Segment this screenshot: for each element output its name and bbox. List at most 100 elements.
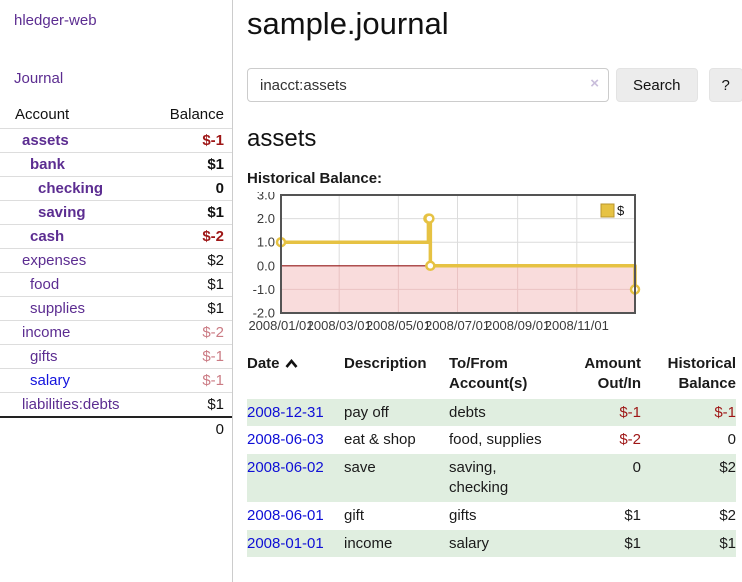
- search-button[interactable]: Search: [616, 68, 698, 102]
- svg-text:2008/11/01: 2008/11/01: [545, 318, 609, 333]
- transaction-balance: $2: [719, 506, 736, 524]
- main-content: sample.journal × Search ? assets Histori…: [233, 0, 742, 582]
- transaction-balance: 0: [727, 431, 736, 449]
- account-row: assets $-1: [0, 128, 232, 153]
- transaction-accounts: saving, checking: [449, 459, 509, 496]
- account-link-gifts[interactable]: gifts: [30, 348, 58, 365]
- accounts-col-header: To/From Account(s): [449, 355, 528, 392]
- transaction-amount: $-1: [619, 403, 641, 421]
- account-row: income $-2: [0, 320, 232, 345]
- sidebar-item-journal[interactable]: Journal: [14, 70, 64, 87]
- date-link[interactable]: 2008-12-31: [247, 403, 324, 421]
- register-table: Date Description To/From Account(s) Amou…: [247, 352, 736, 558]
- date-link[interactable]: 2008-06-03: [247, 431, 324, 449]
- accounts-col-header: Account: [15, 106, 70, 123]
- account-balance: $-1: [152, 368, 232, 393]
- account-link-assets[interactable]: assets: [22, 132, 69, 149]
- account-link-supplies[interactable]: supplies: [30, 300, 86, 317]
- search-form: × Search ?: [247, 68, 742, 102]
- transaction-balance: $-1: [714, 403, 736, 421]
- date-col-header: Date: [247, 352, 344, 399]
- account-balance: $1: [152, 296, 232, 321]
- historical-balance-chart[interactable]: 2008/01/012008/03/012008/05/012008/07/01…: [247, 192, 647, 338]
- transaction-description: pay off: [344, 403, 389, 421]
- account-link-salary[interactable]: salary: [30, 372, 71, 389]
- transaction-amount: $1: [624, 534, 641, 552]
- account-link-bank[interactable]: bank: [30, 156, 66, 173]
- account-balance: $1: [152, 272, 232, 297]
- balance-col-header: Historical Balance: [667, 355, 736, 392]
- date-link[interactable]: 2008-01-01: [247, 534, 324, 552]
- svg-text:3.0: 3.0: [257, 192, 275, 203]
- account-heading: assets: [247, 125, 317, 152]
- account-link-cash[interactable]: cash: [30, 228, 65, 245]
- transaction-row: 2008-06-01 gift gifts $1 $2: [247, 502, 736, 530]
- account-row: expenses $2: [0, 248, 232, 273]
- svg-text:0.0: 0.0: [257, 258, 275, 273]
- sort-ascending-icon: [285, 358, 298, 368]
- account-link-income[interactable]: income: [22, 324, 71, 341]
- page-title: sample.journal: [247, 6, 449, 41]
- chart-label: Historical Balance:: [247, 170, 383, 187]
- svg-text:-2.0: -2.0: [253, 306, 275, 321]
- svg-text:2.0: 2.0: [257, 211, 275, 226]
- account-balance: $-2: [152, 320, 232, 345]
- transaction-description: save: [344, 459, 376, 477]
- account-balance: $1: [152, 200, 232, 225]
- account-balance: 0: [152, 176, 232, 201]
- account-row: cash $-2: [0, 224, 232, 249]
- account-row: salary $-1: [0, 368, 232, 393]
- svg-text:-1.0: -1.0: [253, 282, 275, 297]
- account-balance: $-2: [152, 224, 232, 249]
- svg-text:2008/05/01: 2008/05/01: [366, 318, 431, 333]
- transaction-row: 2008-01-01 income salary $1 $1: [247, 529, 736, 558]
- account-balance: $2: [152, 248, 232, 273]
- transaction-description: gift: [344, 506, 365, 524]
- transaction-row: 2008-06-02 save saving, checking 0 $2: [247, 454, 736, 502]
- account-balance: $-1: [152, 128, 232, 153]
- svg-text:2008/03/01: 2008/03/01: [307, 318, 372, 333]
- help-button[interactable]: ?: [708, 68, 742, 102]
- account-link-expenses[interactable]: expenses: [22, 252, 87, 269]
- transaction-accounts: gifts: [449, 506, 477, 524]
- amount-col-header: Amount Out/In: [584, 355, 641, 392]
- date-link[interactable]: 2008-06-02: [247, 459, 324, 477]
- account-row: food $1: [0, 272, 232, 297]
- account-row: checking 0: [0, 176, 232, 201]
- accounts-table: Account Balance assets $-1 bank $1 check…: [0, 103, 232, 441]
- transaction-accounts: debts: [449, 403, 486, 421]
- svg-text:2008/07/01: 2008/07/01: [425, 318, 490, 333]
- account-row: gifts $-1: [0, 344, 232, 369]
- accounts-total: 0: [152, 416, 232, 441]
- sidebar: hledger-web Journal Account Balance asse…: [0, 0, 233, 582]
- svg-text:1.0: 1.0: [257, 235, 275, 250]
- account-link-checking[interactable]: checking: [38, 180, 104, 197]
- clear-search-icon[interactable]: ×: [590, 75, 599, 92]
- account-row: liabilities:debts $1: [0, 392, 232, 417]
- search-input[interactable]: [247, 68, 609, 102]
- account-row: supplies $1: [0, 296, 232, 321]
- transaction-accounts: food, supplies: [449, 431, 542, 449]
- register-header-row: Date Description To/From Account(s) Amou…: [247, 352, 736, 399]
- svg-text:2008/01/01: 2008/01/01: [248, 318, 313, 333]
- account-row: saving $1: [0, 200, 232, 225]
- transaction-accounts: salary: [449, 534, 490, 552]
- svg-text:2008/09/01: 2008/09/01: [485, 318, 550, 333]
- account-balance: $1: [152, 392, 232, 417]
- svg-text:$: $: [617, 203, 625, 218]
- transaction-amount: $1: [624, 506, 641, 524]
- description-col-header: Description: [344, 355, 427, 372]
- transaction-row: 2008-06-03 eat & shop food, supplies $-2…: [247, 426, 736, 454]
- account-balance: $-1: [152, 344, 232, 369]
- transaction-balance: $1: [719, 534, 736, 552]
- transaction-balance: $2: [719, 459, 736, 477]
- date-link[interactable]: 2008-06-01: [247, 506, 324, 524]
- account-link-liabilities-debts[interactable]: liabilities:debts: [22, 396, 120, 413]
- app-brand-link[interactable]: hledger-web: [14, 12, 97, 29]
- transaction-amount: 0: [632, 459, 641, 477]
- balance-col-header: Balance: [169, 106, 224, 123]
- transaction-row: 2008-12-31 pay off debts $-1 $-1: [247, 398, 736, 427]
- account-link-saving[interactable]: saving: [38, 204, 86, 221]
- account-link-food[interactable]: food: [30, 276, 60, 293]
- accounts-total-row: 0: [0, 416, 232, 441]
